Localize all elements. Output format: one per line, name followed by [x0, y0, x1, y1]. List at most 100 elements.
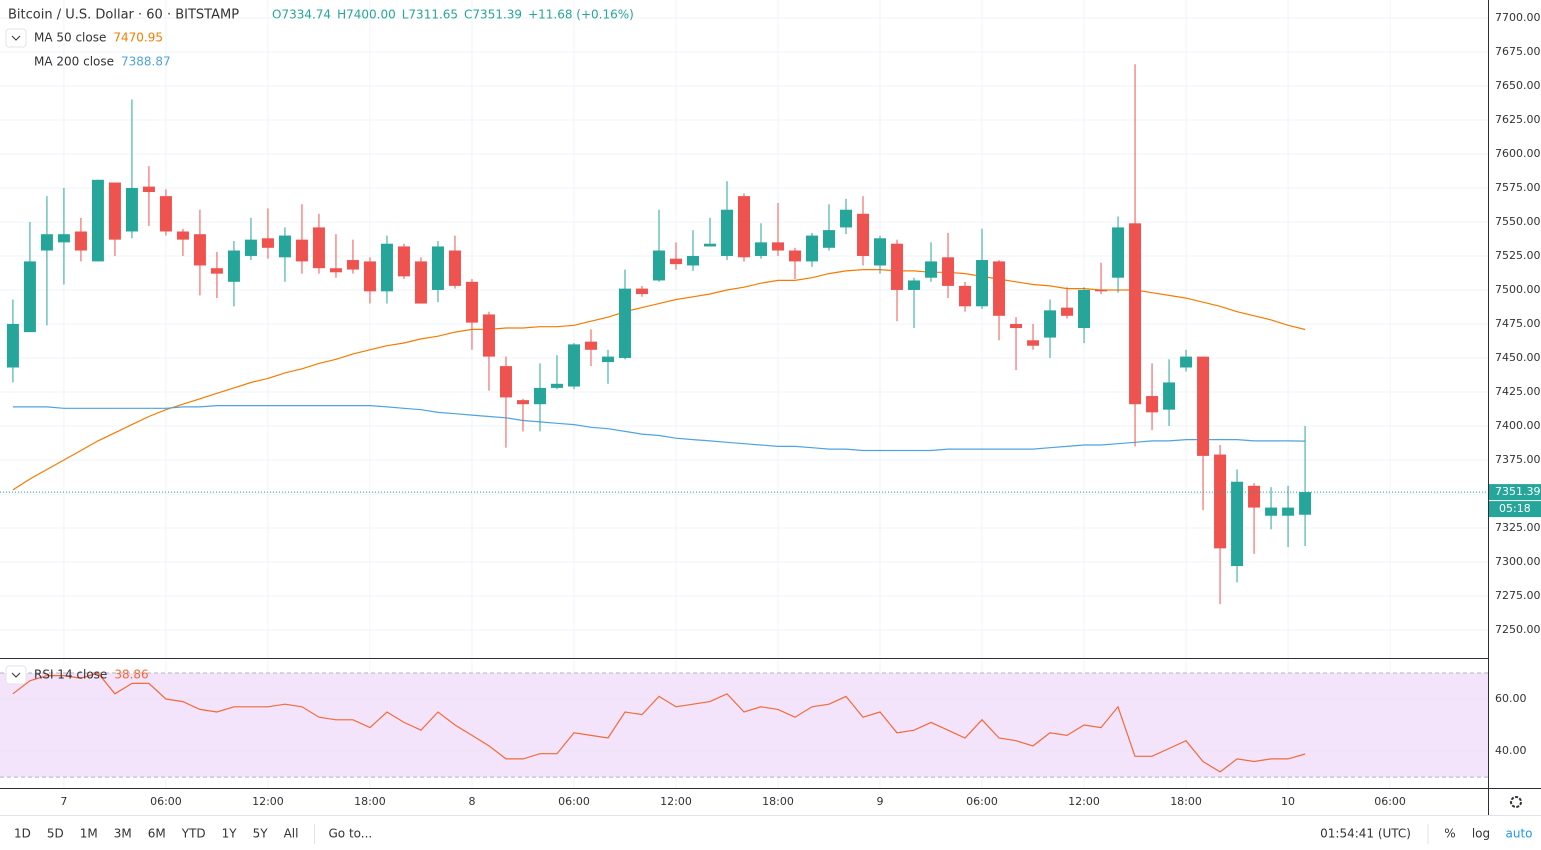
x-tick-label: 9 [877, 795, 884, 808]
candle-body [1282, 507, 1295, 516]
legend-toggle[interactable] [5, 28, 27, 48]
candle-body [1180, 356, 1193, 368]
grid [0, 0, 1488, 788]
candle-body [23, 261, 36, 333]
candle-body [74, 231, 87, 251]
candle-body [363, 261, 376, 292]
candle-body [669, 258, 682, 265]
y-tick-label: 7525.00 [1495, 249, 1541, 262]
candle-body [414, 261, 427, 304]
candle-body [397, 246, 410, 277]
range-button[interactable]: 3M [114, 827, 132, 841]
percent-toggle[interactable]: % [1444, 827, 1455, 841]
legend-label: MA 200 close [34, 55, 114, 69]
x-tick-label: 18:00 [1170, 795, 1202, 808]
candle-body [1146, 396, 1159, 413]
x-tick-label: 8 [468, 795, 475, 808]
candle-body [1248, 485, 1261, 508]
clock: 01:54:41 (UTC) [1320, 827, 1411, 841]
candle-body [959, 285, 972, 307]
candle-body [159, 196, 172, 232]
candle-body [908, 280, 921, 290]
ohlc-header: O7334.74 H7400.00 L7311.65 C7351.39 +11.68 (… [272, 8, 634, 22]
countdown-label: 05:18 [1499, 502, 1531, 515]
candle-body [533, 387, 546, 405]
y-tick-label: 7625.00 [1495, 113, 1541, 126]
candle-body [823, 230, 836, 248]
rsi-legend-toggle[interactable] [5, 665, 27, 685]
candle-body [772, 242, 785, 251]
x-tick-label: 12:00 [1068, 795, 1100, 808]
y-tick-label: 7375.00 [1495, 453, 1541, 466]
candle-body [482, 314, 495, 357]
ohlc-value: O7334.74 [272, 8, 331, 22]
y-tick-label: 7475.00 [1495, 317, 1541, 330]
y-tick-label: 7450.00 [1495, 351, 1541, 364]
candle-body [499, 366, 512, 398]
goto-button[interactable]: Go to... [328, 827, 372, 841]
candle-body [755, 242, 768, 256]
price-tag [1489, 484, 1541, 501]
settings-icon[interactable] [1510, 796, 1522, 808]
log-toggle[interactable]: log [1472, 827, 1490, 841]
range-button[interactable]: 5D [47, 827, 64, 841]
range-button[interactable]: All [284, 827, 299, 841]
y-tick-label: 7500.00 [1495, 283, 1541, 296]
ohlc-value: H7400.00 [337, 8, 396, 22]
candle-body [40, 234, 53, 251]
candle-body [857, 213, 870, 256]
candle-body [584, 341, 597, 350]
y-tick-label: 7600.00 [1495, 147, 1541, 160]
candle-body [261, 238, 274, 248]
x-tick-label: 7 [60, 795, 67, 808]
y-tick-label: 7550.00 [1495, 215, 1541, 228]
candle-body [448, 250, 461, 286]
range-button[interactable]: 5Y [253, 827, 269, 841]
y-tick-label: 7700.00 [1495, 11, 1541, 24]
y-tick-label: 7675.00 [1495, 45, 1541, 58]
auto-toggle[interactable]: auto [1505, 827, 1532, 841]
candle-body [57, 234, 70, 243]
price-change: +11.68 (+0.16%) [528, 8, 634, 22]
candle-body [891, 243, 904, 290]
range-button[interactable]: YTD [181, 827, 206, 841]
x-tick-label: 18:00 [354, 795, 386, 808]
legend-value: 38.86 [114, 668, 148, 682]
candle-body [1027, 340, 1040, 346]
candle-body [993, 261, 1006, 316]
candle-body [516, 400, 529, 405]
legend: MA 50 close 7470.95 MA 200 close 7388.87 RSI… [34, 31, 171, 682]
y-tick-label: 40.00 [1495, 744, 1527, 757]
candle-body [193, 234, 206, 266]
x-tick-label: 06:00 [966, 795, 998, 808]
candle-body [652, 250, 665, 281]
x-tick-label: 12:00 [660, 795, 692, 808]
countdown-tag [1489, 501, 1541, 518]
y-tick-label: 7300.00 [1495, 555, 1541, 568]
y-tick-label: 7400.00 [1495, 419, 1541, 432]
y-tick-label: 7575.00 [1495, 181, 1541, 194]
x-tick-label: 12:00 [252, 795, 284, 808]
range-button[interactable]: 1D [14, 827, 31, 841]
range-button[interactable]: 1M [80, 827, 98, 841]
candle-body [91, 179, 104, 262]
range-button[interactable]: 1Y [222, 827, 238, 841]
candle-body [1197, 356, 1210, 456]
y-tick-label: 60.00 [1495, 692, 1527, 705]
range-button[interactable]: 6M [148, 827, 166, 841]
candle-body [874, 238, 887, 266]
candle-body [380, 243, 393, 292]
candle-body [1095, 289, 1108, 292]
candle-body [295, 239, 308, 262]
chevron-icon [11, 672, 21, 678]
candle-body [1163, 382, 1176, 410]
candle-body [1061, 307, 1074, 316]
candle-body [976, 260, 989, 307]
x-tick-label: 18:00 [762, 795, 794, 808]
candle-body [278, 235, 291, 258]
symbol-title: Bitcoin / U.S. Dollar · 60 · BITSTAMP [8, 8, 239, 23]
candle-body [1078, 289, 1091, 329]
chevron-icon [11, 35, 21, 41]
candle-body [703, 243, 716, 247]
